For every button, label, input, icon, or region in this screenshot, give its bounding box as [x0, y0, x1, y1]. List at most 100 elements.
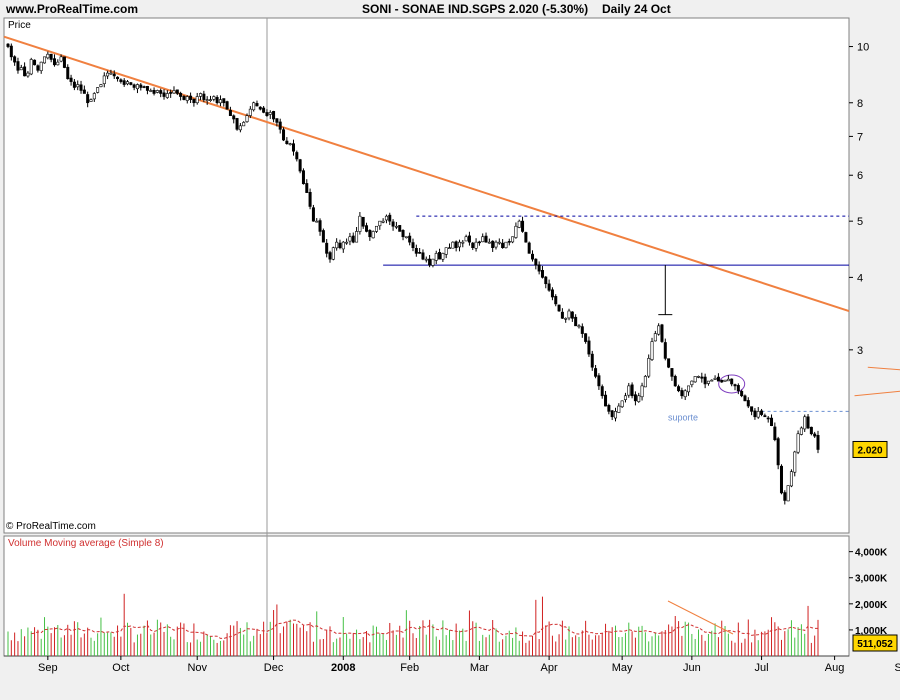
candlestick	[653, 330, 657, 342]
candlestick	[467, 231, 471, 246]
candlestick	[454, 240, 458, 252]
candlestick	[803, 414, 807, 432]
candlestick	[796, 430, 800, 455]
candlestick	[262, 105, 266, 114]
chart-header: www.ProRealTime.com SONI - SONAE IND.SGP…	[0, 0, 900, 18]
candlestick	[507, 238, 511, 246]
candlestick	[248, 106, 252, 119]
candlestick	[169, 89, 173, 98]
volume-decline-line	[667, 600, 734, 635]
candlestick	[49, 53, 53, 63]
candlestick	[647, 354, 651, 379]
candlestick	[667, 358, 671, 369]
candlestick	[736, 383, 740, 395]
volume-bars	[7, 593, 819, 656]
candlestick	[534, 258, 538, 270]
candlestick	[371, 230, 375, 239]
candlestick	[225, 100, 229, 110]
candlestick	[610, 409, 614, 421]
candlestick	[29, 57, 33, 76]
candlestick	[421, 249, 425, 261]
candlestick	[378, 220, 382, 230]
candlestick	[517, 219, 521, 229]
candlestick	[325, 239, 329, 258]
candlestick	[547, 279, 551, 292]
candlestick	[308, 188, 312, 210]
chart-period: Daily 24 Oct	[602, 2, 671, 16]
candlestick	[272, 110, 276, 123]
candlestick	[318, 218, 322, 236]
candlestick	[268, 110, 272, 119]
highlight-ellipse	[718, 374, 746, 394]
candlestick	[474, 238, 478, 252]
candlestick	[670, 368, 674, 381]
candlestick	[630, 382, 634, 399]
candlestick	[139, 83, 143, 91]
candlestick	[381, 218, 385, 224]
candlestick	[365, 222, 369, 233]
site-url[interactable]: www.ProRealTime.com	[6, 2, 139, 16]
candlestick	[6, 43, 10, 49]
candlestick	[232, 114, 236, 124]
copyright-label: © ProRealTime.com	[6, 521, 96, 532]
candlestick	[600, 384, 604, 399]
candlestick	[282, 127, 286, 142]
candlestick	[368, 229, 372, 241]
candlestick	[142, 85, 146, 89]
time-tick-label: Jul	[755, 662, 769, 674]
price-axis: 3 4 5 6 7 8 10	[849, 42, 869, 357]
candlestick	[43, 56, 47, 64]
candlestick	[391, 219, 395, 231]
candlestick	[713, 375, 717, 380]
candlestick	[328, 250, 332, 263]
candlestick	[152, 87, 156, 96]
candlestick	[484, 232, 488, 243]
volume-axis: 1,000K 2,000K 3,000K 4,000K	[849, 548, 888, 637]
price-tick-label: 3	[857, 345, 863, 357]
triangle-lower-line	[854, 390, 900, 397]
candlestick	[690, 380, 694, 388]
candlestick	[66, 64, 70, 80]
candlestick	[637, 392, 641, 403]
candlestick	[620, 400, 624, 408]
candlestick	[242, 121, 246, 127]
candlestick	[278, 118, 282, 134]
candlestick	[182, 95, 186, 101]
candlestick	[212, 95, 216, 102]
candlestick	[431, 258, 435, 268]
price-tick-label: 7	[857, 131, 863, 143]
candlestick	[394, 221, 398, 230]
candlestick	[135, 83, 139, 94]
volume-tick-label: 1,000K	[855, 626, 888, 637]
candlestick	[295, 150, 299, 162]
candlestick	[119, 78, 123, 84]
candlestick	[683, 389, 687, 401]
volume-tick-label: 2,000K	[855, 600, 888, 611]
volume-tick-label: 4,000K	[855, 548, 888, 559]
candlestick	[102, 72, 106, 88]
candlestick	[39, 61, 43, 74]
candlestick	[643, 375, 647, 388]
candlestick	[192, 98, 196, 107]
candlestick	[374, 225, 378, 233]
candlestick	[617, 403, 621, 414]
candlestick	[501, 239, 505, 249]
candlestick	[531, 250, 535, 262]
candlestick	[783, 490, 787, 505]
candlestick	[753, 408, 757, 420]
price-tick-label: 5	[857, 216, 863, 228]
candlestick	[235, 117, 239, 131]
candlestick	[696, 375, 700, 379]
candlestick	[720, 379, 724, 383]
candlestick	[448, 243, 452, 250]
candlestick	[816, 430, 820, 454]
candlestick	[813, 431, 817, 438]
candlestick	[162, 89, 166, 100]
time-tick-label: Feb	[400, 662, 419, 674]
last-price-badge	[852, 440, 888, 458]
candlestick	[537, 261, 541, 275]
candlestick	[577, 324, 581, 329]
candlestick	[36, 64, 40, 73]
candlestick	[199, 92, 203, 101]
candlestick	[806, 413, 810, 430]
